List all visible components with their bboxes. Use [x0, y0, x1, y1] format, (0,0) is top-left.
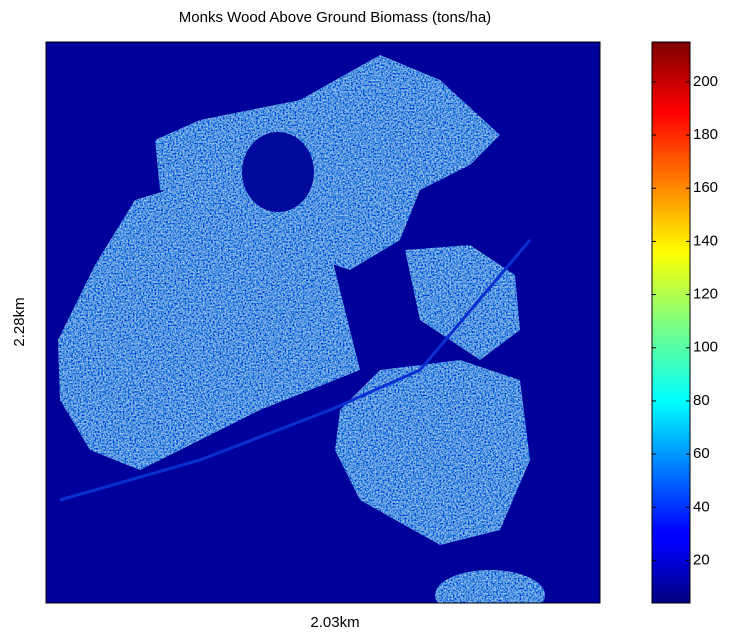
heatmap-image — [46, 42, 600, 603]
region — [58, 180, 360, 470]
forest-regions — [58, 55, 545, 603]
colorbar-tick-label: 80 — [693, 392, 710, 409]
track — [59, 239, 532, 502]
x-axis-label: 2.03km — [310, 614, 359, 631]
colorbar-tick-label: 100 — [693, 339, 718, 356]
region — [435, 570, 545, 603]
colorbar-tick-label: 200 — [693, 73, 718, 90]
colorbar-gradient — [651, 41, 691, 604]
colorbar-tick-label: 180 — [693, 126, 718, 143]
colorbar-tick-label: 60 — [693, 445, 710, 462]
y-axis-label: 2.28km — [11, 297, 28, 346]
colorbar: 20 40 60 80 100 120 140 160 180 200 — [651, 41, 718, 604]
region — [405, 245, 520, 360]
plot-frame — [45, 41, 601, 604]
region — [155, 55, 500, 270]
colorbar-tick-label: 120 — [693, 286, 718, 303]
clearing — [242, 132, 314, 212]
region — [335, 360, 530, 545]
chart-title: Monks Wood Above Ground Biomass (tons/ha… — [179, 9, 491, 26]
colorbar-tick-label: 160 — [693, 179, 718, 196]
colorbar-tick-label: 20 — [693, 551, 710, 568]
colorbar-tick-label: 140 — [693, 232, 718, 249]
colorbar-tick-label: 40 — [693, 498, 710, 515]
